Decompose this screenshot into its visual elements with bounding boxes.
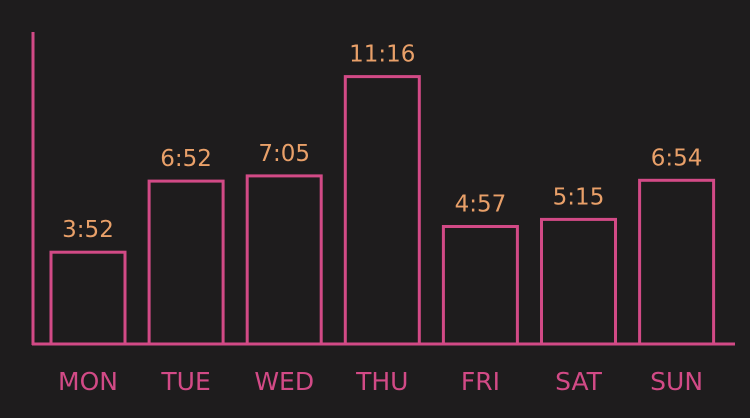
value-label-sat: 5:15 [553, 184, 605, 210]
axes-group [31, 32, 735, 346]
value-label-tue: 6:52 [160, 146, 212, 172]
value-label-mon: 3:52 [62, 217, 114, 243]
category-label-tue: TUE [160, 367, 210, 396]
category-label-thu: THU [355, 367, 408, 396]
value-label-wed: 7:05 [258, 141, 310, 167]
labels-group: 3:52 MON 6:52 TUE 7:05 WED 11:16 THU 4:57 FRI 5:15… [58, 42, 703, 396]
value-label-sun: 6:54 [651, 145, 703, 171]
category-label-wed: WED [254, 367, 314, 396]
value-label-thu: 11:16 [349, 42, 415, 68]
category-label-sun: SUN [650, 367, 703, 396]
value-label-fri: 4:57 [455, 192, 507, 218]
category-label-mon: MON [58, 367, 118, 396]
category-label-fri: FRI [461, 367, 500, 396]
category-label-sat: SAT [555, 367, 602, 396]
